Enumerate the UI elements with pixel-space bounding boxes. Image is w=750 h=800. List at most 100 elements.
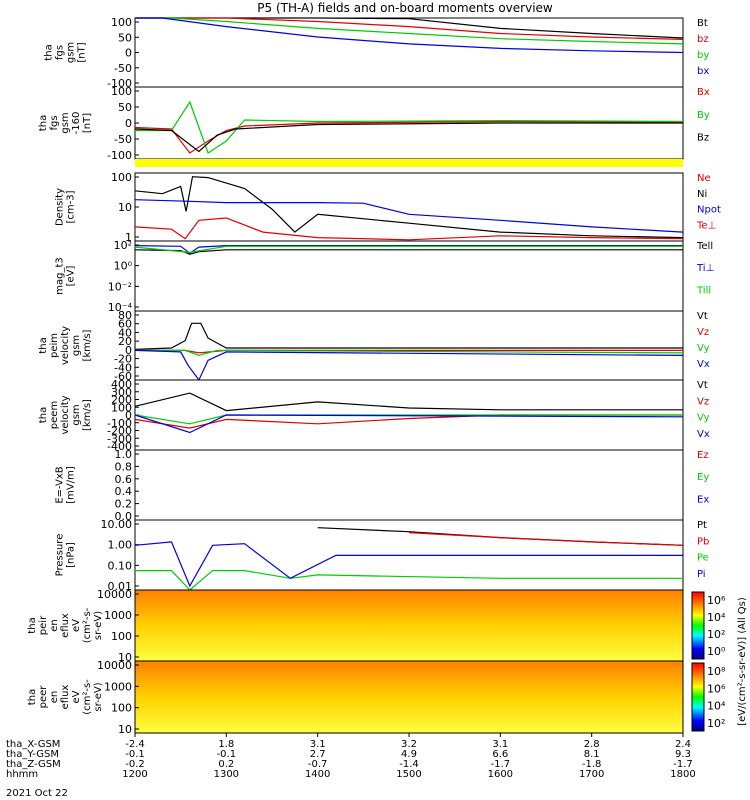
y-axis-label-line: tha xyxy=(38,337,49,353)
y-tick-label: -20 xyxy=(114,353,132,366)
panel-frame xyxy=(134,660,684,734)
x-axis-row-label: tha_Y-GSM xyxy=(6,749,59,760)
y-tick-label: 60 xyxy=(118,318,132,331)
legend-Tell: Tell xyxy=(696,241,713,252)
colorbar-tick-label: 10⁶ xyxy=(707,682,726,695)
x-tick-label: 9.3 xyxy=(675,749,691,760)
colorbar-label: [eV/(cm²-s-sr-eV)] (All Qs) xyxy=(737,597,748,726)
x-tick-label: 1400 xyxy=(305,769,330,780)
x-tick-label: -0.2 xyxy=(125,759,145,770)
colorbar-tick-label: 10⁴ xyxy=(707,611,726,624)
legend-Pe: Pe xyxy=(697,553,709,564)
y-tick-label: 0 xyxy=(125,409,132,422)
legend-Vy: Vy xyxy=(697,343,710,354)
series-line-By xyxy=(135,100,684,154)
y-axis-label-line: eflux xyxy=(60,613,71,638)
panel-3: Density [cm-3] 100 10 1 Ne Ni Npot Te⊥ xyxy=(55,171,721,244)
panel-frame xyxy=(134,17,684,88)
panel-frame xyxy=(134,172,684,242)
y-axis-label-line: [nPa] xyxy=(66,542,77,568)
series-line-Npot xyxy=(134,199,684,233)
y-tick-label: 10⁻² xyxy=(108,280,132,293)
y-axis-label-line: tha xyxy=(38,115,49,131)
legend-Ez: Ez xyxy=(697,450,709,461)
panel-frame xyxy=(134,240,684,312)
y-tick-label: 0.01 xyxy=(108,580,133,593)
y-tick-label: 0.10 xyxy=(108,559,133,572)
legend-Ey: Ey xyxy=(697,472,709,483)
x-tick-label: 8.1 xyxy=(584,749,600,760)
x-tick-label: 1200 xyxy=(122,769,147,780)
legend-By: By xyxy=(697,110,710,121)
legend-Vx: Vx xyxy=(697,429,710,440)
y-axis-label-line: (cm²-s- xyxy=(82,679,93,715)
x-tick-label: 2.4 xyxy=(675,739,691,750)
y-tick-label: 100 xyxy=(111,630,132,643)
y-tick-label: -100 xyxy=(107,417,132,430)
x-tick-label: -0.1 xyxy=(125,749,145,760)
legend-Vt: Vt xyxy=(697,380,708,391)
x-tick-label: -1.7 xyxy=(491,759,511,770)
x-tick-label: -2.4 xyxy=(125,739,145,750)
panel-4: mag_t3 [eV] 10² 10⁰ 10⁻² 10⁻⁴ Tell Ti⊥ Till xyxy=(55,239,715,314)
series-line-Bx xyxy=(134,120,684,154)
y-tick-label: -50 xyxy=(114,133,132,146)
colorbar xyxy=(691,662,705,732)
y-axis-label-line: eV xyxy=(71,690,82,703)
y-axis-label-line: tha xyxy=(27,689,38,705)
series-line-Vy xyxy=(134,414,683,425)
y-tick-label: 300 xyxy=(111,386,132,399)
x-tick-label: 6.6 xyxy=(492,749,508,760)
panel-1: tha fgs gsm [nT] 100 50 0 -50 -100 Bt bz by bx xyxy=(44,16,710,90)
y-tick-label: 0 xyxy=(125,344,132,357)
y-axis-label-line: gsm xyxy=(60,112,71,133)
y-axis-label-line: [nT] xyxy=(82,113,93,133)
y-tick-label: 10 xyxy=(118,201,132,214)
y-axis-label-line: sr-eV) xyxy=(93,611,104,640)
legend-Bt: Bt xyxy=(697,18,708,29)
y-tick-label: 0.4 xyxy=(115,485,133,498)
y-tick-label: 10² xyxy=(114,239,132,252)
y-axis-label-line: en xyxy=(49,691,60,704)
date-label: 2021 Oct 22 xyxy=(6,788,68,799)
y-axis-label-line: Pressure xyxy=(55,534,66,577)
legend-Pi: Pi xyxy=(697,569,706,580)
y-tick-label: 400 xyxy=(111,378,132,391)
panel-frame xyxy=(134,310,684,381)
x-tick-label: 3.1 xyxy=(492,739,508,750)
series-line-by xyxy=(135,17,684,45)
legend-Vx: Vx xyxy=(697,359,710,370)
y-tick-label: -300 xyxy=(107,432,132,445)
y-axis-label-line: gsm xyxy=(66,42,77,63)
y-axis-label-line: fgs xyxy=(55,45,66,60)
x-tick-label: 2.7 xyxy=(310,749,326,760)
legend-Vy: Vy xyxy=(697,413,710,424)
series-line-Vx xyxy=(134,414,684,434)
legend-bx: bx xyxy=(697,66,709,77)
y-axis-label-line: gsm xyxy=(71,335,82,356)
legend-Pt: Pt xyxy=(697,520,707,531)
x-tick-label: 1300 xyxy=(214,769,239,780)
y-tick-label: 10 xyxy=(118,651,132,664)
y-axis-label-line: fgs xyxy=(49,115,60,130)
y-axis-label-line: E=-VxB xyxy=(55,466,66,503)
x-tick-label: 3.2 xyxy=(401,739,417,750)
y-tick-label: 1.00 xyxy=(108,539,133,552)
series-line-Ni xyxy=(134,176,684,239)
y-axis-label-line: velocity xyxy=(60,326,71,365)
y-tick-label: 100 xyxy=(111,401,132,414)
x-tick-label: 1500 xyxy=(396,769,421,780)
y-tick-label: 0.0 xyxy=(115,510,133,523)
y-tick-label: 1 xyxy=(125,231,132,244)
series-line-Pe xyxy=(135,569,683,591)
y-tick-label: 10000 xyxy=(97,588,132,601)
series-line-Ne xyxy=(134,217,684,241)
y-axis-label-line: tha xyxy=(38,407,49,423)
series-line-Pb xyxy=(408,532,684,546)
y-axis-label-line: Density xyxy=(55,188,66,226)
y-axis-label-line: peem xyxy=(49,401,60,429)
y-tick-label: -400 xyxy=(107,440,132,453)
y-axis-label-line: gsm xyxy=(71,404,82,425)
y-tick-label: -100 xyxy=(107,77,132,90)
